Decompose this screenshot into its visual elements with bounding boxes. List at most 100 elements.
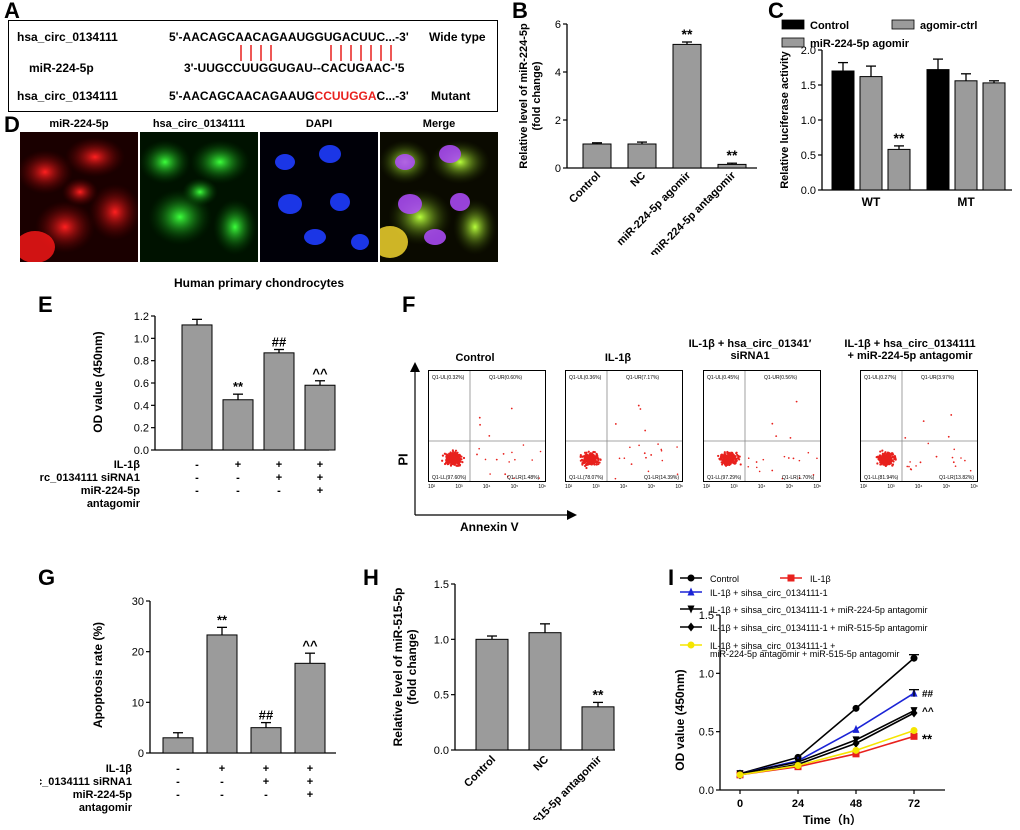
flow-dot [623, 457, 626, 459]
i-point [852, 724, 860, 733]
g-condition-mark: - [264, 789, 268, 801]
e-condition-mark: + [317, 485, 323, 497]
g-condition-mark: + [307, 763, 313, 775]
e-y-tick-label: 0.6 [134, 378, 149, 390]
flow-title-3: IL-1β + hsa_circ_01341′ siRNA1 [688, 338, 812, 362]
flow-dot [676, 473, 679, 476]
g-bar [206, 634, 238, 754]
c-legend-label: miR-224-5p agomir [810, 38, 910, 50]
i-y-tick-label: 0.5 [699, 727, 714, 739]
flow-dot [450, 453, 453, 456]
flow-dot [908, 465, 910, 468]
flow-quadrant-lr: Q1-LR(14.39%) [644, 475, 679, 481]
flow-quadrant-lr: Q1-LR(1.48%) [507, 475, 540, 481]
h-y-label: Relative level of miR-515-5p(fold change… [391, 588, 419, 747]
flow-dot [514, 458, 516, 461]
seq-row2-seq: 3'-UUGCCUUGGUGAU--CACUGAAC-'5 [184, 61, 405, 75]
flow-dot [947, 435, 950, 438]
i-x-tick-label: 48 [850, 798, 862, 810]
c-y-tick-label: 1.5 [801, 80, 816, 92]
flow-dot [592, 453, 595, 457]
g-bar [294, 662, 326, 754]
flow-dot [927, 442, 930, 445]
g-condition-label: miR-224-5p [73, 789, 133, 801]
flow-dot [579, 459, 582, 462]
e-condition-label: antagomir [87, 498, 141, 510]
h-x-tick-label: miR-515-5p antagomir [514, 753, 605, 820]
flow-dot [614, 423, 617, 425]
flow-dot [452, 452, 455, 456]
flow-dot [762, 458, 765, 461]
c-bar [954, 80, 978, 191]
h-y-label-line: (fold change) [405, 629, 419, 704]
flow-dot [732, 456, 735, 459]
e-y-tick-label: 0.2 [134, 423, 149, 435]
flow-dot [450, 457, 453, 460]
i-legend-label: IL-1β + sihsa_circ_0134111-1 + miR-515-5… [710, 623, 927, 633]
flow-dot [579, 454, 582, 457]
flow-dot [755, 461, 758, 463]
e-bar [263, 352, 295, 451]
seq-row3-seq: 5'-AACAGCAACAGAAUGCCUUGGAC...-3' [169, 89, 409, 103]
flow-x-tick-label: 10⁴ [757, 484, 766, 490]
micro-title-mir: miR-224-5p [49, 118, 109, 130]
flow-dot [629, 446, 631, 449]
i-point [910, 727, 918, 734]
c-y-tick-label: 0.0 [801, 185, 816, 197]
flow-dot [448, 454, 451, 457]
g-y-tick-label: 10 [132, 697, 144, 709]
flow-dot [879, 450, 882, 453]
flow-dot [585, 458, 588, 461]
flow-dot [586, 460, 590, 463]
flow-dot [593, 451, 596, 454]
flow-quadrant-ul: Q1-UL(0.32%) [432, 375, 465, 381]
flow-dot [597, 462, 600, 466]
flow-dot [960, 457, 962, 459]
i-point [736, 771, 744, 779]
e-condition-mark: + [276, 459, 282, 471]
flow-dot [954, 465, 957, 467]
g-y-tick-label: 20 [132, 647, 144, 659]
flow-scatter: Q1-UL(0.27%) Q1-UR(3.97%) Q1-LL(81.94%) Q1-… [861, 371, 977, 481]
flow-dot [922, 420, 925, 423]
flow-dot [723, 454, 726, 457]
g-condition-mark: + [263, 776, 269, 788]
micro-image-merge [380, 132, 498, 262]
flow-x-tick-label: 10³ [592, 484, 600, 490]
micro-image-green [140, 132, 258, 262]
flow-dot [478, 416, 481, 419]
h-x-tick-label: NC [531, 754, 551, 774]
flow-x-tick-label: 10⁶ [970, 484, 978, 490]
flow-dot [879, 463, 882, 466]
flow-scatter: Q1-UL(0.45%) Q1-UR(0.56%) Q1-LL(97.29%) Q1-… [704, 371, 820, 481]
g-condition-mark: - [176, 776, 180, 788]
flow-dot [771, 422, 774, 425]
i-x-label: Time（h） [803, 812, 862, 825]
flow-x-ticks: 10² 10³ 10⁴ 10⁵ 10⁶ [428, 484, 546, 490]
g-condition-label: IL-1β [106, 763, 133, 775]
e-significance: ^^ [312, 366, 328, 381]
flow-dot [919, 461, 922, 464]
i-legend-label: IL-1β + sihsa_circ_0134111-1 + [710, 641, 835, 651]
flow-dot [657, 443, 659, 445]
i-point [852, 746, 860, 754]
flow-dot [726, 453, 729, 457]
flow-dot [734, 460, 737, 463]
flow-dot [812, 474, 815, 476]
flow-dot [723, 461, 727, 464]
flow-quadrant-ul: Q1-UL(0.45%) [707, 375, 740, 381]
sequence-alignment-box: hsa_circ_0134111 5'-AACAGCAACAGAAUGGUGAC… [8, 20, 498, 112]
h-y-tick-label: 1.0 [434, 634, 449, 646]
flow-dot [738, 455, 741, 458]
c-bar [926, 69, 950, 191]
g-condition-label: antagomir [79, 802, 133, 814]
g-condition-mark: + [307, 776, 313, 788]
flow-dot [951, 456, 954, 459]
i-point [910, 708, 918, 718]
flow-dot [886, 454, 889, 458]
flow-dot [816, 457, 818, 460]
flow-dot [723, 463, 727, 466]
flow-dot [447, 462, 450, 465]
flow-dot [953, 448, 956, 451]
flow-quadrant-ur: Q1-UR(0.60%) [489, 375, 522, 381]
